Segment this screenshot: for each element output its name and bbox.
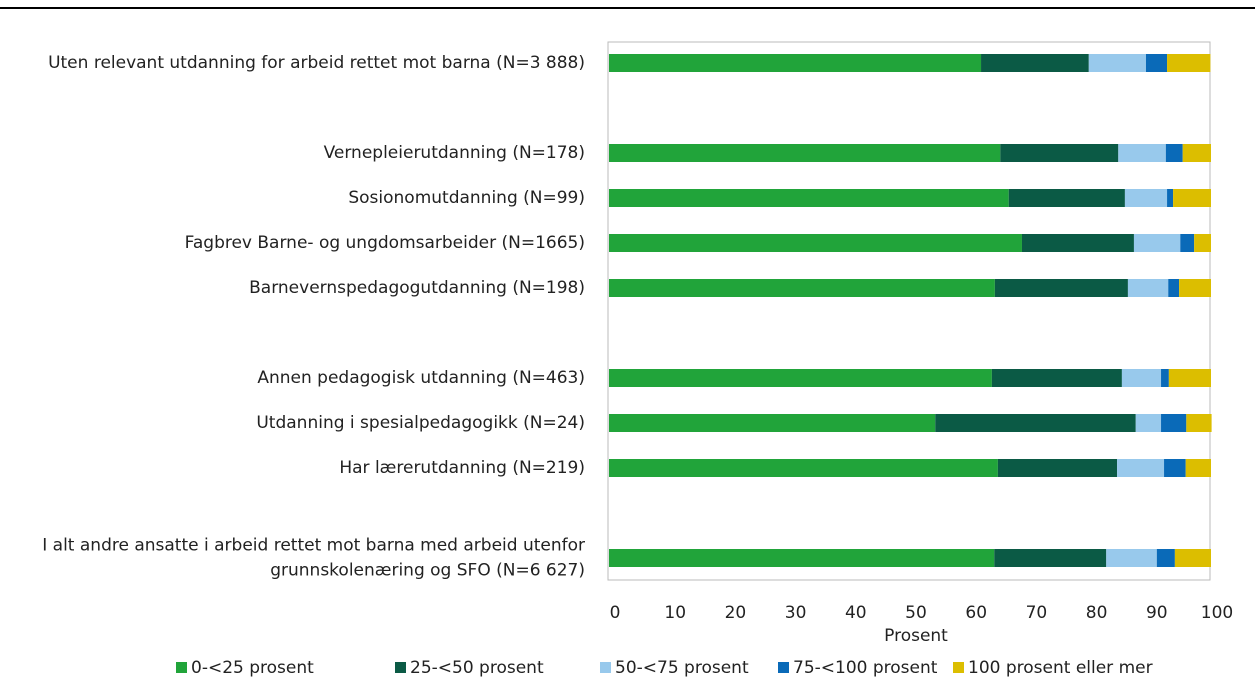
x-tick-label: 50 [905, 603, 927, 623]
x-tick-label: 30 [785, 603, 807, 623]
bar-segment [1185, 459, 1211, 477]
legend-label: 50-<75 prosent [615, 658, 749, 678]
y-tick-label: Annen pedagogisk utdanning (N=463) [257, 368, 585, 388]
bar-segment [1194, 234, 1211, 252]
legend-swatch [953, 662, 964, 673]
bar-segment [609, 144, 1001, 162]
legend-swatch [600, 662, 611, 673]
bar-segment [997, 459, 1118, 477]
y-tick-label: Sosionomutdanning (N=99) [348, 188, 585, 208]
legend-swatch [176, 662, 187, 673]
bar-segment [1124, 189, 1168, 207]
x-tick-label: 10 [664, 603, 686, 623]
x-tick-label: 40 [845, 603, 867, 623]
bar-segment [1106, 549, 1157, 567]
bar-segment [935, 414, 1136, 432]
bar-segment [1168, 369, 1211, 387]
x-tick-label: 90 [1146, 603, 1168, 623]
legend-label: 100 prosent eller mer [968, 658, 1153, 678]
bar-segment [1180, 234, 1195, 252]
bar-segment [991, 369, 1122, 387]
legend-label: 0-<25 prosent [191, 658, 314, 678]
bar-segment [609, 459, 998, 477]
bar-segment [1174, 549, 1211, 567]
x-tick-label: 0 [610, 603, 621, 623]
x-tick-label: 70 [1026, 603, 1048, 623]
x-tick-label: 20 [725, 603, 747, 623]
bar-segment [1173, 189, 1211, 207]
bar-segment [1133, 234, 1181, 252]
x-tick-label: 80 [1086, 603, 1108, 623]
y-tick-label: Vernepleierutdanning (N=178) [324, 143, 585, 163]
x-axis-label: Prosent [884, 626, 948, 646]
bar-segment [981, 54, 1089, 72]
bar-segment [1161, 369, 1169, 387]
y-tick-label: Uten relevant utdanning for arbeid rette… [48, 53, 585, 73]
bar-segment [609, 189, 1009, 207]
bar-segment [1135, 414, 1162, 432]
bar-segment [994, 549, 1107, 567]
y-tick-label: Fagbrev Barne- og ungdomsarbeider (N=166… [185, 233, 585, 253]
plot-frame [607, 41, 1211, 581]
bar-segment [1167, 54, 1211, 72]
bar-segment [1168, 279, 1180, 297]
bar-segment [609, 234, 1022, 252]
bar-segment [1165, 144, 1183, 162]
bar-segment [1127, 279, 1169, 297]
bar-segment [609, 549, 995, 567]
bar-segment [1156, 549, 1175, 567]
bar-segment [1167, 189, 1174, 207]
bar-segment [1118, 144, 1166, 162]
bar-segment [1121, 369, 1162, 387]
bar-segment [1186, 414, 1212, 432]
legend-label: 25-<50 prosent [410, 658, 544, 678]
x-tick-label: 60 [965, 603, 987, 623]
x-tick-label: 100 [1201, 603, 1233, 623]
bar-segment [1021, 234, 1134, 252]
bar-segment [1164, 459, 1186, 477]
bar-segment [609, 369, 992, 387]
bar-segment [1088, 54, 1146, 72]
y-tick-label: I alt andre ansatte i arbeid rettet mot … [42, 536, 585, 581]
y-tick-label: Utdanning i spesialpedagogikk (N=24) [256, 413, 585, 433]
bar-segment [1179, 279, 1211, 297]
bar-segment [1000, 144, 1119, 162]
legend-swatch [778, 662, 789, 673]
bar-segment [1182, 144, 1211, 162]
y-tick-label: Har lærerutdanning (N=219) [339, 458, 585, 478]
bar-segment [609, 279, 995, 297]
bar-segment [1145, 54, 1168, 72]
bar-segment [609, 54, 982, 72]
legend-swatch [395, 662, 406, 673]
bar-segment [994, 279, 1128, 297]
bar-segment [609, 414, 936, 432]
y-tick-label: Barnevernspedagogutdanning (N=198) [249, 278, 585, 298]
bar-segment [1161, 414, 1187, 432]
bar-segment [1008, 189, 1125, 207]
bar-segment [1117, 459, 1165, 477]
legend-label: 75-<100 prosent [793, 658, 938, 678]
